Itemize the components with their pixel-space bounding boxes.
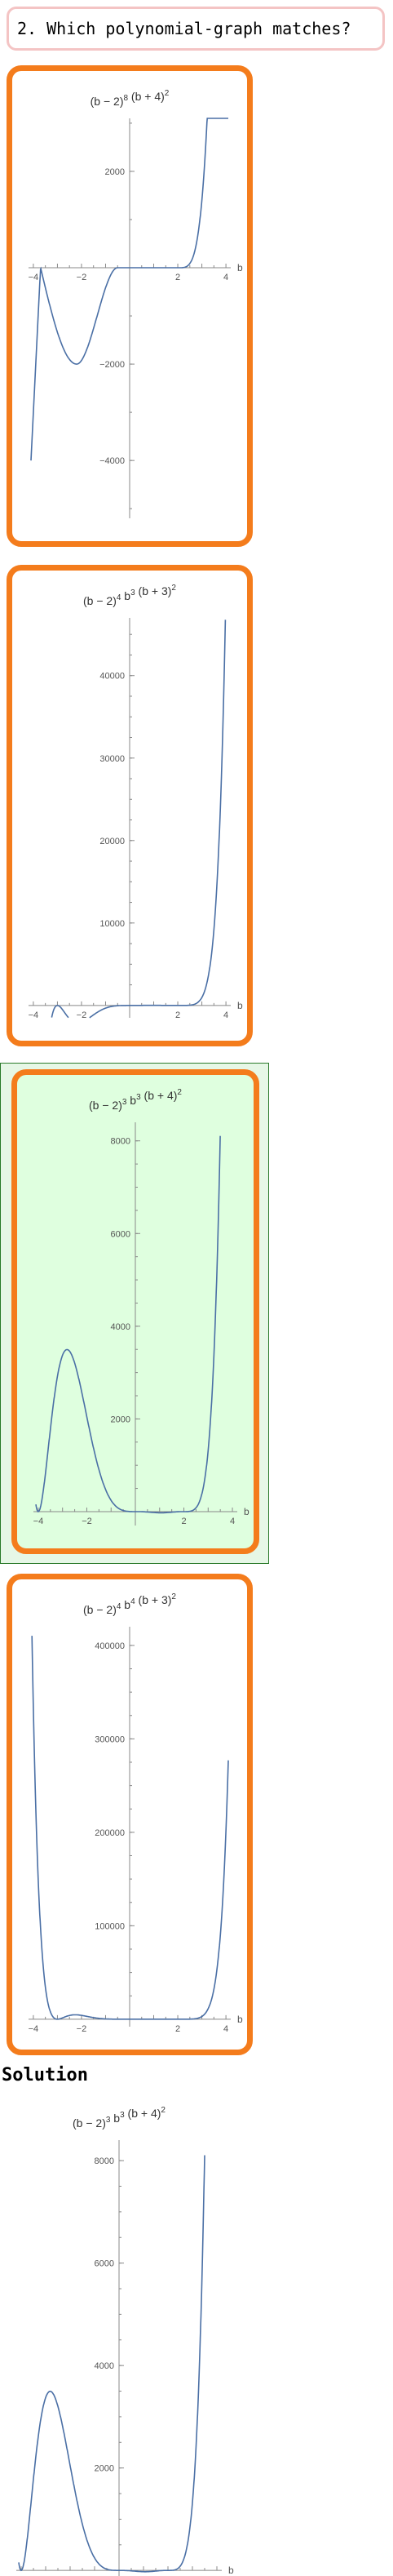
option-plot-4: (b − 2)4 b4 (b + 3)2 100000 200000 300000 40… [29,1592,243,2034]
y-tick-label: 300000 [95,1734,125,1744]
x-axis-label: b [237,262,243,273]
chart-title: (b − 2)3 b3 (b + 4)2 [73,2106,166,2130]
y-tick-label: 8000 [95,2156,114,2166]
chart-title: (b − 2)4 b3 (b + 3)2 [83,584,176,607]
x-tick-label: 4 [223,273,228,282]
x-tick-label: 2 [175,1010,180,1020]
y-tick-label: 4000 [111,1322,130,1332]
x-tick-label: −2 [82,1517,92,1526]
x-axis-label: b [244,1506,249,1517]
x-tick-label: 2 [181,1517,186,1526]
y-tick-label: 30000 [99,754,125,764]
y-tick-label: 4000 [95,2361,114,2371]
y-tick-label: 8000 [111,1137,130,1147]
curve-line [35,1135,221,1514]
x-axis-label: b [237,1000,243,1011]
curve-line [30,118,228,461]
chart-title: (b − 2)8 (b + 4)2 [91,89,170,108]
solution-plot: (b − 2)3 b3 (b + 4)22000400060008000−4−2… [16,2106,234,2576]
x-tick-label: −2 [77,2024,87,2034]
x-tick-label: −4 [33,1517,44,1526]
y-tick-label: 2000 [105,167,125,177]
x-tick-label: 2 [175,2024,180,2034]
y-tick-label: 40000 [99,672,125,682]
y-tick-label: 2000 [95,2464,114,2474]
option-card-2[interactable]: (b − 2)4 b3 (b + 3)2 10000 20000 30000 40000… [7,565,253,1046]
question-box: 2. Which polynomial-graph matches? [7,7,385,51]
option-card-3[interactable]: (b − 2)3 b3 (b + 4)2 2000 4000 6000 8000 −4 −2… [11,1069,259,1554]
curve-line [51,620,227,1019]
x-tick-label: 4 [223,2024,228,2034]
curve-line [31,1636,229,2020]
x-tick-label: −2 [77,1010,87,1020]
x-tick-label: −4 [29,1010,39,1020]
y-tick-label: 2000 [111,1415,130,1424]
x-axis-label: b [237,2014,243,2025]
x-tick-label: −4 [29,2024,39,2034]
curve-line [18,2155,205,2573]
x-axis-label: b [228,2565,234,2576]
question-label: 2. Which polynomial-graph matches? [17,19,351,38]
x-tick-label: 4 [223,1010,228,1020]
solution-title: Solution [2,2065,88,2085]
x-tick-label: −4 [29,273,39,282]
y-tick-label: 20000 [99,837,125,846]
y-tick-label: −4000 [99,456,125,466]
chart-title: (b − 2)3 b3 (b + 4)2 [89,1088,182,1112]
y-tick-label: 400000 [95,1641,125,1651]
option-plot-1: (b − 2)8 (b + 4)2 2000 −2000 −4000 −4 −2 2 4b [29,89,243,518]
y-tick-label: 10000 [99,919,125,929]
option-plot-3: (b − 2)3 b3 (b + 4)2 2000 4000 6000 8000 −4 −2… [33,1088,249,1526]
option-plot-2: (b − 2)4 b3 (b + 3)2 10000 20000 30000 40000… [29,584,243,1020]
y-tick-label: 6000 [95,2259,114,2269]
y-tick-label: 100000 [95,1921,125,1931]
y-tick-label: 200000 [95,1828,125,1838]
x-tick-label: −2 [77,273,87,282]
y-tick-label: −2000 [99,360,125,370]
chart-title: (b − 2)4 b4 (b + 3)2 [83,1592,176,1616]
y-tick-label: 6000 [111,1229,130,1239]
x-tick-label: 2 [175,273,180,282]
option-card-4[interactable]: (b − 2)4 b4 (b + 3)2 100000 200000 300000 40… [7,1574,253,2055]
option-card-1[interactable]: (b − 2)8 (b + 4)2 2000 −2000 −4000 −4 −2 2 4 b [7,65,253,547]
x-tick-label: 4 [230,1517,235,1526]
